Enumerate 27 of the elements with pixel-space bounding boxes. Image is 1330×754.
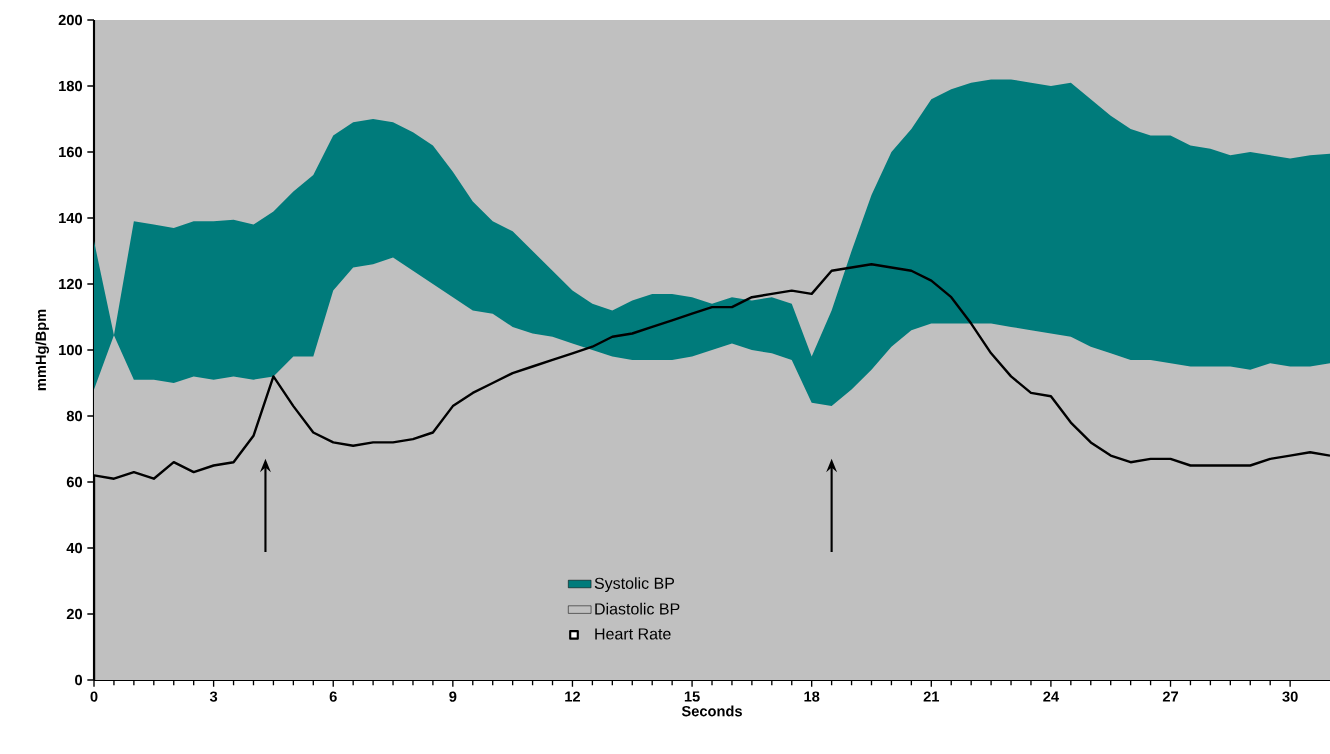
x-tick-label: 15: [684, 691, 700, 702]
x-tick-label: 6: [329, 691, 337, 702]
y-tick-label: 180: [59, 80, 83, 92]
x-tick-label: 18: [804, 691, 820, 702]
y-tick-label: 200: [58, 14, 83, 26]
y-tick-label: 100: [59, 344, 83, 356]
x-tick-label: 0: [90, 691, 98, 702]
y-axis-title: mmHg/Bpm: [35, 309, 50, 391]
x-tick-label: 3: [209, 691, 218, 702]
x-tick-label: 27: [1162, 691, 1179, 702]
y-tick-label: 40: [66, 542, 83, 554]
y-tick-label: 140: [59, 212, 83, 224]
y-tick-label: 0: [75, 674, 83, 686]
x-tick-label: 9: [449, 691, 457, 702]
x-tick-label: 30: [1282, 691, 1298, 702]
x-tick-label: 21: [923, 691, 940, 702]
y-tick-label: 160: [59, 146, 83, 158]
legend-label: Heart Rate: [595, 628, 671, 640]
series-label: Systolic BP: [594, 577, 675, 593]
x-tick-label: 24: [1043, 691, 1059, 702]
y-tick-label: 80: [66, 410, 83, 422]
y-tick-label: 60: [66, 476, 83, 488]
x-axis-title: Seconds: [681, 705, 742, 717]
series-label: Diastolic BP: [595, 602, 680, 615]
y-tick-label: 20: [66, 608, 83, 620]
x-tick-label: 12: [565, 691, 581, 702]
y-tick-label: 120: [59, 278, 83, 290]
